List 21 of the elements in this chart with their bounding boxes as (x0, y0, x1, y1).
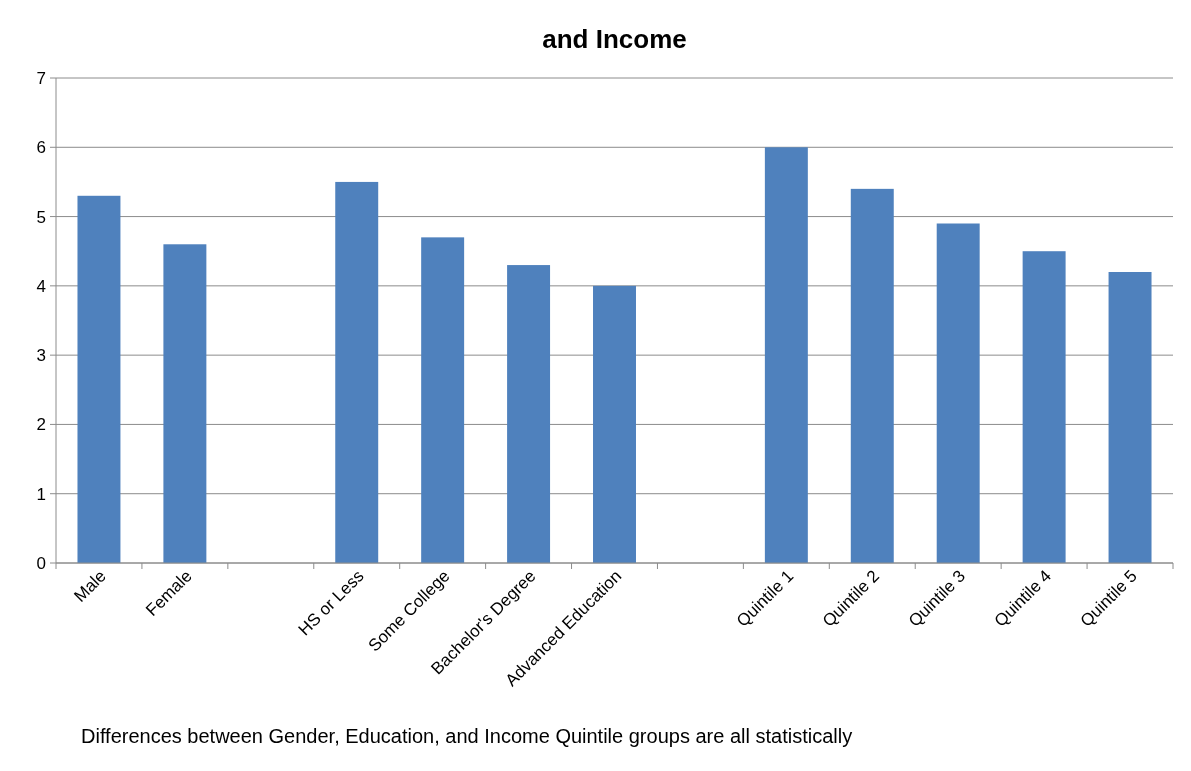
bar (163, 244, 207, 563)
bar (764, 147, 808, 563)
y-tick-label: 4 (36, 276, 46, 296)
bar (1022, 251, 1066, 563)
y-tick-label: 2 (36, 415, 46, 435)
bar (593, 285, 636, 563)
bar (77, 195, 121, 563)
bar (335, 181, 379, 563)
y-tick-label: 7 (36, 68, 46, 88)
chart-title: and Income (542, 24, 687, 54)
bar (507, 265, 551, 563)
y-tick-label: 3 (36, 346, 46, 366)
y-tick-label: 5 (36, 207, 46, 227)
text: Differences between Gender, Education, and Income Quintile groups are all statistically (81, 725, 853, 747)
bar (1108, 272, 1152, 563)
bar (421, 237, 465, 563)
y-tick-label: 6 (36, 138, 46, 158)
y-tick-label: 0 (36, 553, 46, 573)
y-tick-label: 1 (36, 484, 46, 504)
bar (936, 223, 980, 563)
bar (850, 188, 894, 563)
